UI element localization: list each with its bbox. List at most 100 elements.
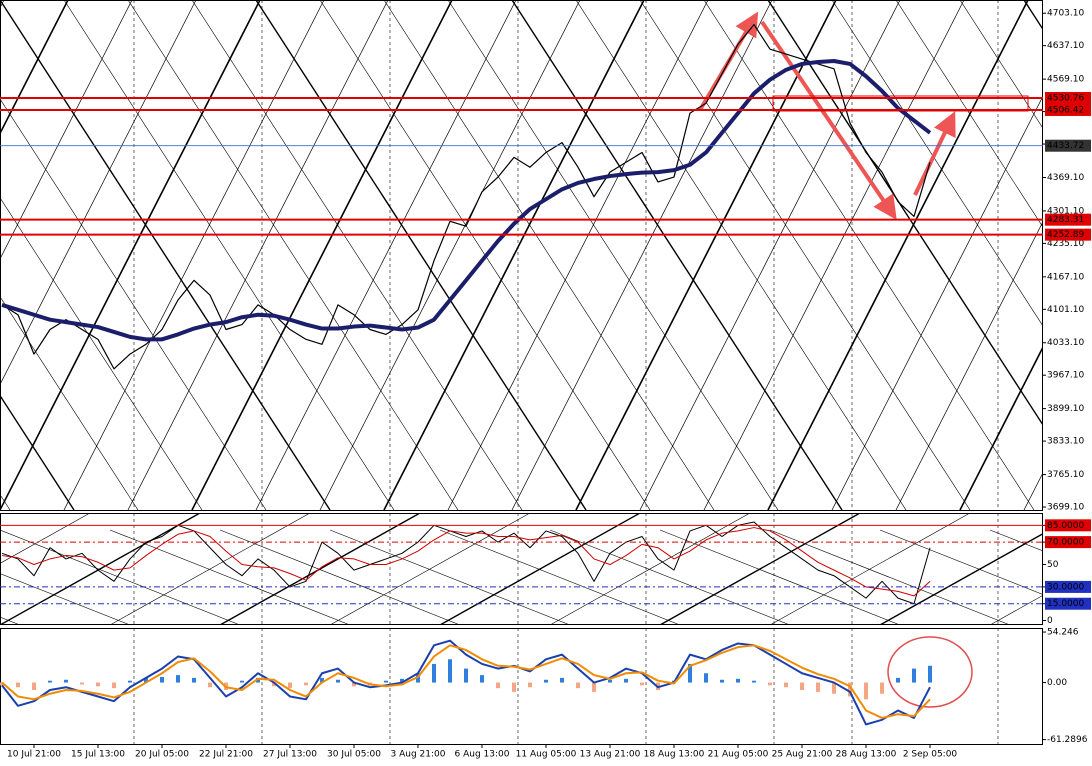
histogram-bar bbox=[608, 679, 612, 683]
histogram-bar bbox=[32, 682, 36, 691]
fan bbox=[659, 513, 901, 625]
trend-line bbox=[63, 0, 395, 510]
fan bbox=[769, 513, 1011, 625]
trend-line bbox=[831, 95, 1043, 510]
histogram-bar bbox=[192, 677, 196, 683]
trend-line bbox=[0, 0, 261, 510]
tick-label-bg bbox=[1045, 597, 1091, 610]
histogram-bar bbox=[208, 682, 212, 688]
x-tick-label: 3 Aug 21:00 bbox=[391, 750, 446, 760]
trend-line bbox=[439, 529, 681, 625]
trend-line bbox=[575, 0, 907, 510]
trend-line bbox=[319, 0, 581, 510]
trend-line bbox=[511, 0, 773, 510]
x-tick-label: 6 Aug 13:00 bbox=[455, 750, 510, 760]
price-panel bbox=[0, 0, 1043, 511]
y-tick-label: 4569.10 bbox=[1047, 75, 1084, 85]
histogram-bar bbox=[256, 677, 260, 683]
histogram-bar bbox=[272, 682, 276, 687]
trend-line bbox=[255, 0, 587, 510]
level-label: 4283.31 bbox=[1047, 215, 1084, 225]
y-tick-label: 85.0000 bbox=[1047, 521, 1084, 531]
series-line bbox=[1, 521, 931, 605]
fan bbox=[0, 0, 139, 510]
histogram-bar bbox=[848, 682, 852, 697]
fan bbox=[0, 493, 11, 510]
y-tick-label: 0.00 bbox=[1047, 678, 1067, 688]
histogram-bar bbox=[512, 682, 516, 692]
level-label-bg bbox=[1045, 213, 1091, 226]
trend-line bbox=[383, 0, 645, 510]
trend-line bbox=[549, 529, 791, 625]
trend-line bbox=[439, 513, 641, 625]
fan bbox=[0, 616, 21, 625]
histogram-bar bbox=[864, 682, 868, 700]
trend-line bbox=[989, 529, 1043, 552]
fan bbox=[329, 513, 571, 625]
histogram-bar bbox=[448, 659, 452, 683]
x-tick-label: 11 Aug 05:00 bbox=[516, 750, 577, 760]
fan bbox=[639, 0, 971, 510]
histogram-bar bbox=[96, 682, 100, 687]
fan bbox=[447, 0, 779, 510]
histogram-bar bbox=[896, 677, 900, 683]
trend-line bbox=[659, 513, 861, 625]
trend-line bbox=[219, 529, 461, 625]
tick-label-bg bbox=[1045, 536, 1091, 549]
trend-line bbox=[191, 0, 453, 510]
x-tick-label: 27 Jul 13:00 bbox=[263, 750, 317, 760]
trend-line bbox=[0, 197, 203, 510]
fan bbox=[959, 0, 1043, 510]
trend-line bbox=[255, 0, 517, 510]
y-tick-label: 3833.10 bbox=[1047, 437, 1084, 447]
level-label-bg bbox=[1045, 91, 1091, 104]
fan bbox=[895, 0, 1043, 510]
trend-line bbox=[959, 0, 1043, 129]
histogram-bar bbox=[176, 675, 180, 683]
trend-line bbox=[383, 0, 715, 510]
fan bbox=[879, 529, 1043, 625]
histogram-bar bbox=[0, 682, 4, 686]
y-tick-label: 54.246 bbox=[1047, 628, 1079, 638]
trend-line bbox=[1088, 0, 1092, 510]
fan bbox=[219, 513, 461, 625]
level-label: 4252.89 bbox=[1047, 230, 1084, 240]
histogram-bar bbox=[736, 678, 740, 683]
trend-line bbox=[549, 513, 751, 625]
trend-line bbox=[511, 0, 843, 510]
y-tick-label: 15.0000 bbox=[1047, 599, 1084, 609]
trend-line bbox=[989, 594, 1043, 625]
level-label: 4506.42 bbox=[1047, 105, 1084, 115]
fan bbox=[511, 0, 843, 510]
plot-area bbox=[1, 23, 932, 370]
trend-line bbox=[769, 529, 1011, 625]
trend-line bbox=[0, 493, 11, 510]
fan bbox=[703, 0, 1035, 510]
x-tick-label: 30 Jul 05:00 bbox=[327, 750, 381, 760]
fan bbox=[575, 0, 907, 510]
histogram-bar bbox=[928, 665, 932, 683]
fan bbox=[383, 0, 715, 510]
histogram-bar bbox=[288, 682, 292, 689]
histogram-bar bbox=[480, 675, 484, 683]
histogram-bar bbox=[832, 682, 836, 694]
trend-line bbox=[109, 529, 351, 625]
y-tick-label: 3765.10 bbox=[1047, 470, 1084, 480]
y-tick-label: 4637.10 bbox=[1047, 41, 1084, 51]
x-tick-label: 28 Aug 13:00 bbox=[836, 750, 897, 760]
y-tick-label: -61.2896 bbox=[1047, 735, 1088, 745]
trend-line bbox=[0, 394, 75, 510]
histogram-bar bbox=[336, 679, 340, 683]
fan bbox=[127, 0, 459, 510]
series-line bbox=[1, 58, 932, 342]
trend-line bbox=[879, 529, 1043, 595]
histogram-bar bbox=[128, 680, 132, 683]
fan bbox=[191, 0, 523, 510]
level-label: 4530.76 bbox=[1047, 93, 1084, 103]
fan bbox=[109, 513, 351, 625]
histogram-bar bbox=[752, 680, 756, 683]
histogram-bar bbox=[160, 676, 164, 683]
histogram-bar bbox=[800, 682, 804, 691]
y-tick-label: 0 bbox=[1047, 616, 1053, 626]
